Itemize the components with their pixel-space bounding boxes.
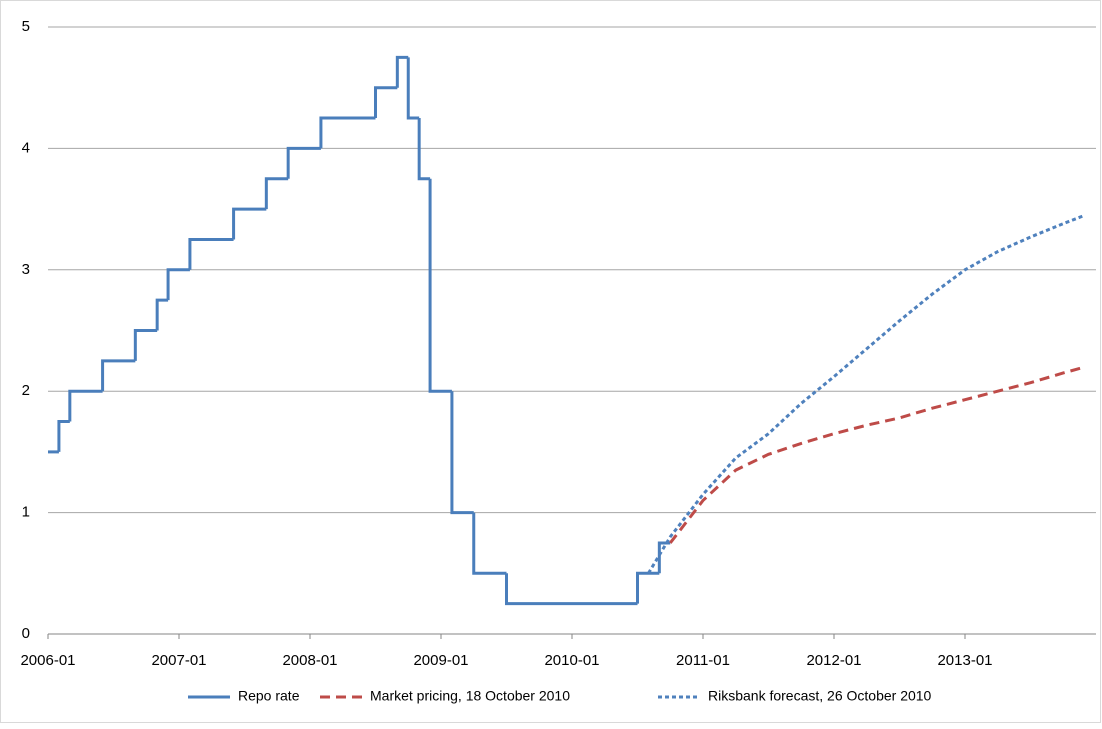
legend-item: Riksbank forecast, 26 October 2010 (658, 688, 932, 704)
step-segment (636, 571, 660, 604)
step-segment (264, 177, 289, 210)
y-tick-label: 3 (22, 261, 30, 278)
x-tick-label: 2006-01 (20, 652, 75, 669)
x-tick-label: 2007-01 (151, 652, 206, 669)
y-tick-label: 0 (22, 625, 30, 642)
series-line (669, 365, 1086, 544)
step-segment (406, 57, 420, 120)
step-segment (428, 178, 452, 393)
step-segment (472, 512, 507, 575)
x-tick-label: 2013-01 (937, 652, 992, 669)
step-segment (374, 86, 398, 119)
step-segment (101, 359, 136, 392)
step-segment (188, 237, 234, 270)
x-tick-label: 2011-01 (676, 652, 730, 669)
legend-label: Market pricing, 18 October 2010 (370, 688, 570, 704)
step-segment (417, 118, 431, 181)
step-segment (395, 55, 409, 88)
x-tick-label: 2009-01 (413, 652, 468, 669)
step-segment (286, 146, 321, 179)
step-segment (166, 268, 190, 301)
series-line (647, 213, 1086, 575)
step-segment (232, 207, 267, 240)
step-segment (133, 329, 158, 361)
step-segment (155, 298, 169, 331)
step-segment (57, 420, 70, 452)
y-tick-label: 2 (22, 382, 30, 399)
step-segment (319, 116, 376, 149)
x-tick-label: 2008-01 (282, 652, 337, 669)
x-tick-label: 2012-01 (806, 652, 861, 669)
legend: Repo rate Market pricing, 18 October 2010… (188, 688, 932, 704)
step-segment (505, 573, 638, 606)
y-tick-label: 5 (22, 18, 30, 35)
step-segment (450, 391, 474, 515)
legend-label: Riksbank forecast, 26 October 2010 (708, 688, 932, 704)
x-tick-label: 2010-01 (544, 652, 599, 669)
legend-label: Repo rate (238, 688, 300, 704)
y-tick-label: 4 (22, 139, 30, 156)
legend-item: Market pricing, 18 October 2010 (320, 688, 570, 704)
legend-item: Repo rate (188, 688, 300, 704)
y-tick-label: 1 (22, 504, 30, 521)
step-segment (68, 389, 103, 422)
